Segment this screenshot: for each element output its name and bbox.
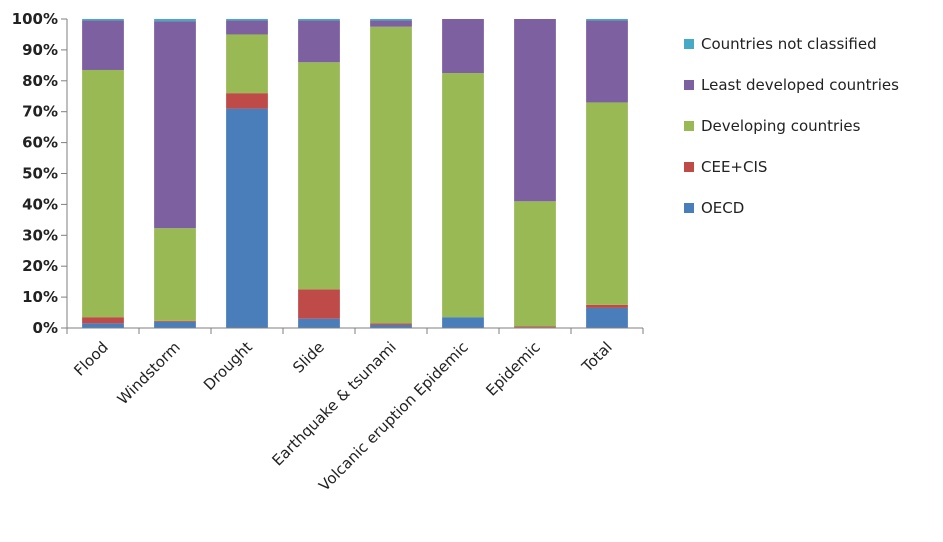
- bar-segment: [226, 108, 268, 328]
- axes: [66, 19, 644, 334]
- bar-segment: [370, 324, 412, 328]
- x-category-label: Windstorm: [114, 338, 184, 408]
- y-tick-label: 40%: [22, 195, 58, 213]
- bar-segment: [82, 20, 124, 70]
- y-tick-label: 60%: [22, 134, 58, 152]
- bar-segment: [82, 19, 124, 21]
- bar-segment: [442, 73, 484, 318]
- bar-segment: [154, 321, 196, 328]
- bar-segment: [226, 93, 268, 109]
- legend-label: OECD: [701, 199, 744, 217]
- y-tick-label: 80%: [22, 72, 58, 90]
- x-category-label: Earthquake & tsunami: [268, 338, 399, 469]
- x-category-label: Epidemic: [482, 338, 543, 399]
- bar-segment: [298, 62, 340, 290]
- bar-segment: [82, 323, 124, 328]
- bar-segment: [370, 19, 412, 21]
- x-category-label: Volcanic eruption Epidemic: [315, 338, 472, 495]
- bar-segment: [514, 19, 556, 202]
- bar-segment: [298, 19, 340, 21]
- legend-swatch: [684, 121, 694, 131]
- bar-segment: [586, 102, 628, 305]
- bar-segment: [226, 20, 268, 35]
- legend-label: Least developed countries: [701, 76, 899, 94]
- y-tick-label: 70%: [22, 103, 58, 121]
- y-tick-label: 100%: [12, 10, 58, 28]
- bar-segment: [82, 317, 124, 324]
- legend-swatch: [684, 80, 694, 90]
- legend: Countries not classified Least developed …: [684, 35, 899, 217]
- legend-swatch: [684, 162, 694, 172]
- bar-segment: [154, 228, 196, 321]
- y-tick-label: 30%: [22, 226, 58, 244]
- bar-segment: [442, 317, 484, 328]
- bar-segment: [586, 307, 628, 328]
- bar-segment: [442, 19, 484, 74]
- bar-segment: [586, 19, 628, 21]
- bar-segment: [514, 201, 556, 327]
- x-category-label: Drought: [200, 338, 256, 394]
- bar-segment: [298, 20, 340, 63]
- bar-segment: [586, 304, 628, 308]
- bar-segment: [154, 21, 196, 229]
- bar-segment: [586, 20, 628, 103]
- bar-segment: [298, 289, 340, 319]
- bar-segment: [370, 26, 412, 324]
- bar-segment: [298, 318, 340, 328]
- x-category-label: Flood: [70, 338, 111, 379]
- bar-segment: [514, 326, 556, 328]
- legend-label: CEE+CIS: [701, 158, 767, 176]
- y-tick-label: 90%: [22, 41, 58, 59]
- y-tick-label: 20%: [22, 257, 58, 275]
- bar-segment: [226, 34, 268, 94]
- y-tick-label: 50%: [22, 165, 58, 183]
- bars: [82, 19, 628, 328]
- bar-segment: [154, 320, 196, 322]
- bar-segment: [370, 323, 412, 325]
- legend-swatch: [684, 203, 694, 213]
- bar-segment: [370, 20, 412, 27]
- y-axis-ticks: 0% 10% 20% 30% 40% 50% 60% 70% 80% 90% 100%: [12, 10, 67, 337]
- y-tick-label: 10%: [22, 288, 58, 306]
- y-tick-label: 0%: [33, 319, 58, 337]
- bar-segment: [226, 19, 268, 21]
- x-category-label: Total: [578, 338, 616, 376]
- legend-swatch: [684, 39, 694, 49]
- legend-label: Developing countries: [701, 117, 861, 135]
- bar-segment: [82, 69, 124, 318]
- legend-label: Countries not classified: [701, 35, 877, 53]
- x-category-label: Slide: [289, 338, 328, 377]
- bar-segment: [154, 19, 196, 22]
